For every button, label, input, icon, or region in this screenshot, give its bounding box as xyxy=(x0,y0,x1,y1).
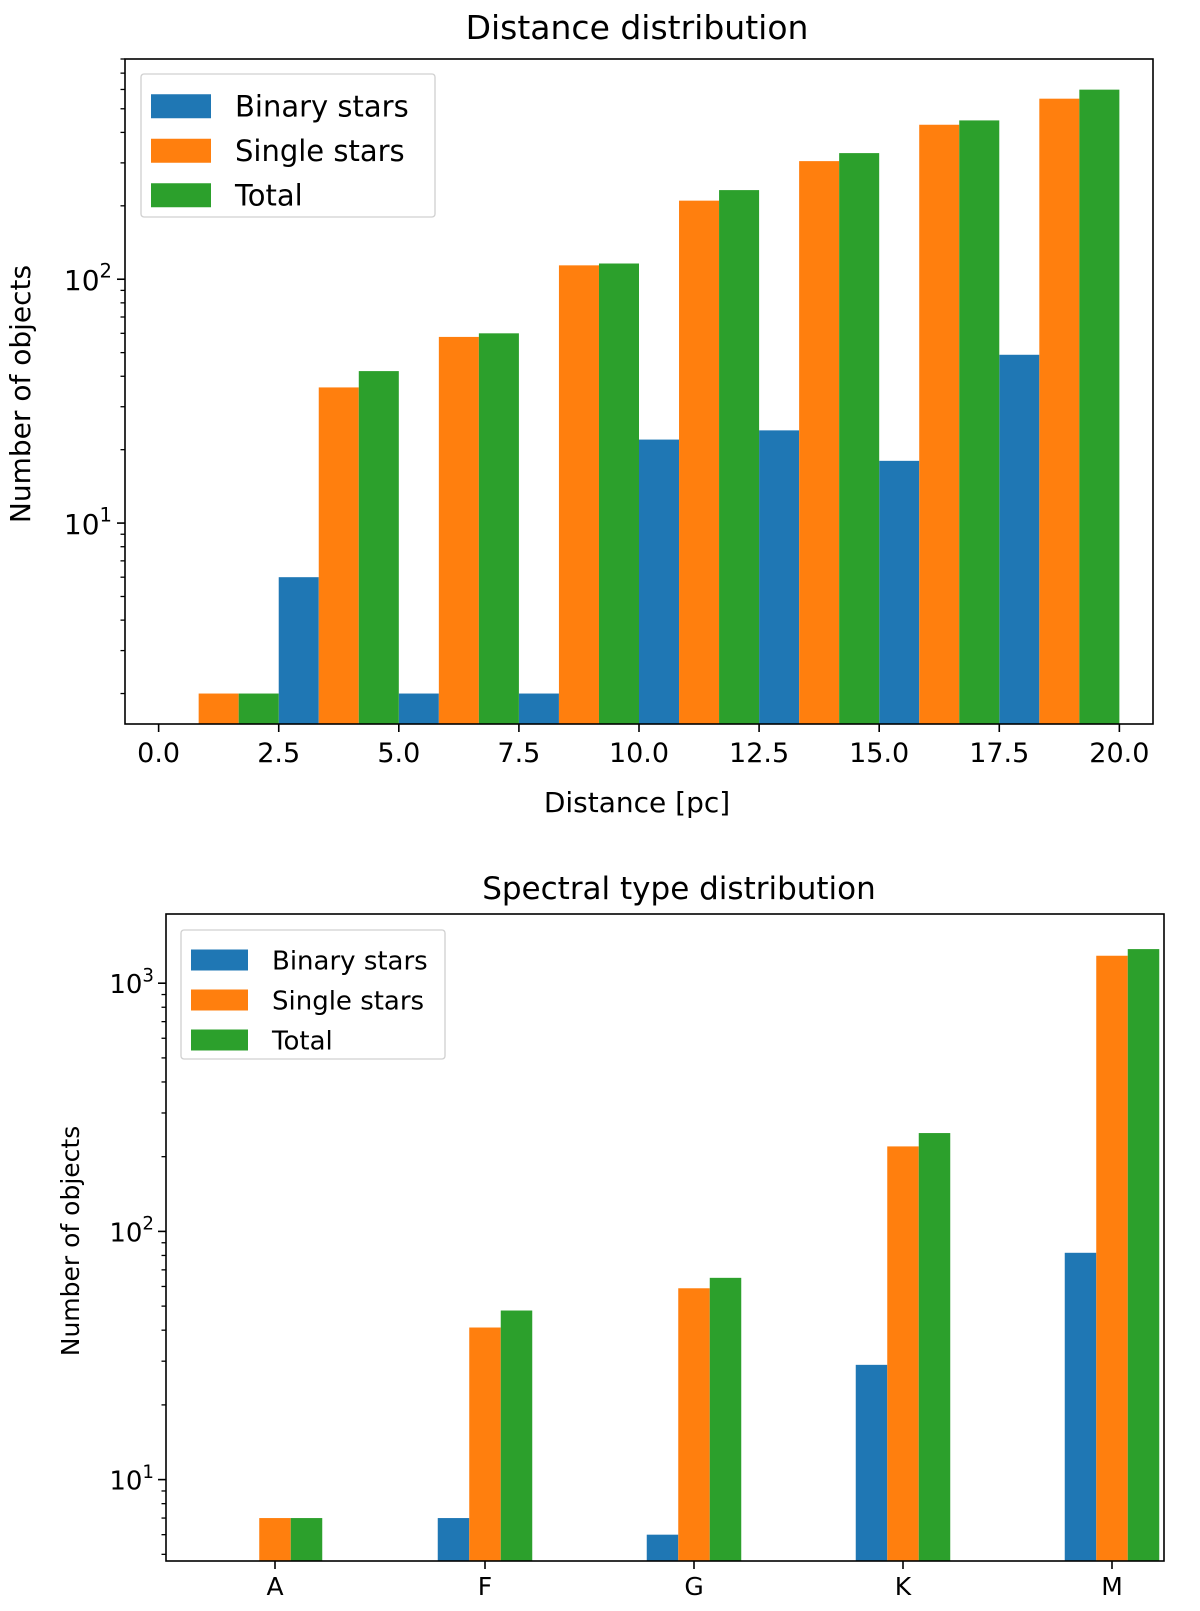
legend-label-binary-stars: Binary stars xyxy=(235,90,409,124)
legend-label-total: Total xyxy=(234,179,303,213)
distance-distribution-chart: Distance distribution Distance [pc] Numb… xyxy=(4,8,1154,819)
y-tick-label: 103 xyxy=(109,965,154,1000)
x-tick-label: M xyxy=(1101,1572,1123,1601)
x-tick-label: 20.0 xyxy=(1089,738,1149,769)
y-tick-label: 101 xyxy=(64,503,112,541)
legend-swatch-total xyxy=(191,1029,248,1051)
y-tick-label: 102 xyxy=(109,1214,154,1249)
legend-swatch-binary-stars xyxy=(191,949,248,971)
bar-total-bin-3 xyxy=(598,263,639,724)
bar-total-bin-2 xyxy=(478,333,519,724)
legend: Binary stars Single stars Total xyxy=(140,73,436,218)
legend-swatch-single-stars xyxy=(151,138,211,163)
x-tick-label: 10.0 xyxy=(609,738,669,769)
bar-binary-stars-M xyxy=(1064,1252,1097,1561)
bar-single-stars-bin-0 xyxy=(198,693,239,724)
x-tick-label: 5.0 xyxy=(377,738,420,769)
legend-label-total: Total xyxy=(271,1026,333,1056)
bar-total-bin-7 xyxy=(1079,89,1120,725)
bar-total-G xyxy=(709,1277,742,1561)
bar-single-stars-M xyxy=(1096,955,1128,1561)
bar-single-stars-K xyxy=(887,1146,919,1561)
bar-binary-stars-bin-4 xyxy=(639,439,680,724)
bar-total-F xyxy=(500,1310,533,1561)
bar-binary-stars-bin-1 xyxy=(278,577,319,724)
bar-single-stars-bin-1 xyxy=(318,387,359,724)
chart-title: Spectral type distribution xyxy=(482,871,876,907)
y-axis-label: Number of objects xyxy=(4,265,37,523)
bar-total-M xyxy=(1127,949,1160,1561)
legend-swatch-binary-stars xyxy=(151,94,211,119)
legend-frame xyxy=(140,73,436,218)
legend: Binary stars Single stars Total xyxy=(180,929,446,1060)
bar-single-stars-bin-6 xyxy=(919,124,960,724)
bar-total-bin-4 xyxy=(719,190,760,725)
x-tick-label: G xyxy=(684,1572,703,1601)
y-tick-label: 102 xyxy=(64,260,112,298)
bar-binary-stars-bin-2 xyxy=(398,693,439,724)
bar-binary-stars-bin-6 xyxy=(879,460,920,724)
y-tick-label: 101 xyxy=(109,1462,154,1497)
y-axis-label: Number of objects xyxy=(56,1126,85,1356)
bar-binary-stars-K xyxy=(855,1364,888,1561)
bar-single-stars-A xyxy=(259,1518,291,1561)
bar-single-stars-bin-2 xyxy=(438,336,479,724)
bar-total-bin-6 xyxy=(959,120,1000,725)
bar-total-bin-1 xyxy=(358,371,399,724)
x-tick-label: K xyxy=(895,1572,912,1601)
bar-single-stars-F xyxy=(469,1327,501,1561)
bar-total-bin-5 xyxy=(839,153,880,725)
x-tick-label: 12.5 xyxy=(729,738,789,769)
x-tick-label: 7.5 xyxy=(497,738,540,769)
axes-frame xyxy=(165,913,1165,1562)
spectral-type-distribution-chart: Spectral type distribution Number of obj… xyxy=(56,871,1165,1601)
x-tick-label: F xyxy=(478,1572,492,1601)
x-tick-label: 2.5 xyxy=(257,738,300,769)
bar-total-bin-0 xyxy=(238,693,279,724)
bar-single-stars-bin-4 xyxy=(679,200,720,724)
legend-label-binary-stars: Binary stars xyxy=(272,946,428,976)
bar-binary-stars-F xyxy=(437,1518,470,1561)
chart-title: Distance distribution xyxy=(466,8,809,47)
legend-swatch-single-stars xyxy=(191,989,248,1011)
x-tick-label: 17.5 xyxy=(969,738,1029,769)
axes-frame xyxy=(124,58,1154,725)
x-tick-label: A xyxy=(266,1572,283,1601)
legend-swatch-total xyxy=(151,183,211,208)
bar-binary-stars-bin-3 xyxy=(518,693,559,724)
bar-single-stars-bin-5 xyxy=(799,161,840,725)
legend-label-single-stars: Single stars xyxy=(272,986,424,1016)
legend-label-single-stars: Single stars xyxy=(235,134,405,168)
bar-total-A xyxy=(290,1518,323,1561)
bar-binary-stars-G xyxy=(646,1534,679,1561)
bar-binary-stars-bin-7 xyxy=(999,354,1040,724)
x-tick-label: 0.0 xyxy=(137,738,180,769)
bar-total-K xyxy=(918,1133,951,1561)
x-axis-label: Distance [pc] xyxy=(544,786,730,819)
bar-binary-stars-bin-5 xyxy=(759,430,800,724)
bar-single-stars-G xyxy=(678,1288,710,1561)
x-tick-label: 15.0 xyxy=(849,738,909,769)
bar-single-stars-bin-3 xyxy=(558,265,599,724)
bar-single-stars-bin-7 xyxy=(1039,98,1080,725)
